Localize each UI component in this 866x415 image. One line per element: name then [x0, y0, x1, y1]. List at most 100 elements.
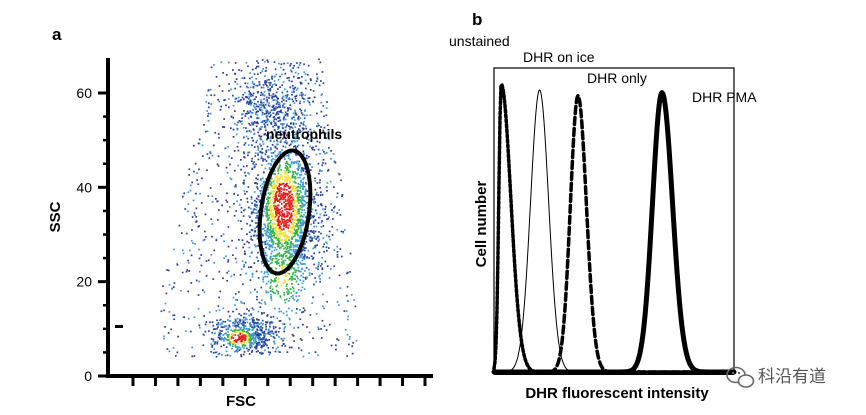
- scatter-point: [255, 216, 257, 219]
- scatter-point: [274, 173, 277, 176]
- scatter-point: [294, 71, 297, 74]
- scatter-point: [290, 221, 293, 224]
- scatter-point: [320, 110, 323, 113]
- scatter-point: [225, 74, 228, 76]
- scatter-point: [316, 140, 319, 143]
- scatter-point: [319, 274, 321, 277]
- scatter-point: [267, 291, 270, 294]
- scatter-point: [306, 276, 309, 279]
- scatter-point: [276, 140, 279, 143]
- scatter-point: [290, 196, 293, 198]
- scatter-point: [252, 211, 254, 214]
- scatter-point: [273, 170, 276, 172]
- scatter-point: [287, 98, 290, 101]
- scatter-point: [211, 195, 214, 197]
- scatter-point: [242, 321, 244, 324]
- scatter-point: [244, 344, 247, 347]
- scatter-point: [218, 352, 221, 355]
- scatter-point: [270, 237, 273, 240]
- scatter-point: [229, 177, 232, 180]
- scatter-point: [292, 244, 295, 247]
- scatter-point: [262, 215, 265, 217]
- scatter-point: [258, 129, 261, 131]
- scatter-point: [256, 212, 258, 214]
- scatter-point: [238, 69, 240, 71]
- scatter-point: [317, 328, 320, 330]
- scatter-point: [247, 340, 249, 342]
- scatter-point: [263, 337, 265, 339]
- scatter-point: [198, 225, 201, 227]
- scatter-point: [195, 216, 198, 218]
- scatter-point: [353, 299, 355, 301]
- scatter-point: [270, 299, 273, 301]
- scatter-point: [313, 252, 315, 255]
- scatter-point: [248, 241, 250, 244]
- scatter-point: [243, 250, 246, 253]
- scatter-point: [244, 142, 247, 144]
- scatter-point: [324, 211, 327, 214]
- scatter-point: [202, 239, 205, 242]
- scatter-point: [275, 276, 278, 279]
- scatter-point: [336, 229, 339, 231]
- scatter-point: [292, 250, 295, 253]
- scatter-point: [289, 243, 292, 245]
- scatter-point: [322, 225, 325, 227]
- scatter-point: [272, 243, 274, 246]
- scatter-point: [300, 200, 303, 203]
- scatter-point: [270, 148, 272, 150]
- scatter-point: [325, 107, 328, 109]
- scatter-point: [255, 113, 257, 115]
- scatter-point: [185, 270, 188, 273]
- scatter-point: [340, 230, 343, 233]
- scatter-point: [301, 256, 303, 259]
- scatter-point: [295, 280, 298, 283]
- scatter-point: [227, 226, 230, 228]
- scatter-point: [299, 226, 302, 229]
- scatter-point: [299, 224, 302, 227]
- scatter-point: [234, 87, 236, 90]
- scatter-point: [280, 211, 283, 214]
- scatter-point: [236, 329, 239, 332]
- scatter-point: [261, 327, 264, 329]
- scatter-point: [321, 193, 324, 196]
- scatter-point: [324, 260, 327, 263]
- scatter-point: [290, 69, 292, 72]
- scatter-point: [289, 216, 292, 219]
- scatter-point: [326, 234, 328, 237]
- scatter-point: [318, 216, 320, 219]
- scatter-point: [297, 200, 299, 202]
- scatter-point: [281, 196, 284, 198]
- scatter-point: [265, 81, 268, 84]
- scatter-point: [274, 246, 277, 249]
- scatter-point: [290, 126, 293, 129]
- scatter-point: [279, 235, 282, 238]
- scatter-point: [314, 82, 317, 85]
- scatter-point: [292, 185, 295, 187]
- scatter-point: [273, 182, 275, 185]
- scatter-point: [244, 322, 246, 324]
- scatter-point: [302, 152, 305, 155]
- scatter-point: [271, 330, 274, 333]
- scatter-point: [270, 297, 272, 299]
- scatter-point: [251, 202, 253, 205]
- scatter-point: [269, 201, 272, 203]
- scatter-point: [259, 338, 262, 341]
- scatter-point: [275, 194, 277, 196]
- scatter-point: [262, 241, 265, 244]
- scatter-point: [277, 211, 280, 214]
- scatter-point: [160, 310, 163, 313]
- scatter-point: [260, 302, 263, 305]
- scatter-point: [282, 182, 285, 185]
- scatter-point: [263, 330, 266, 333]
- scatter-point: [251, 318, 254, 321]
- scatter-point: [303, 256, 305, 258]
- scatter-point: [274, 242, 277, 245]
- scatter-point: [284, 129, 287, 132]
- scatter-point: [246, 96, 248, 99]
- scatter-point: [249, 100, 251, 103]
- scatter-point: [263, 171, 265, 174]
- scatter-point: [272, 336, 275, 338]
- scatter-point: [313, 225, 315, 228]
- scatter-point: [318, 181, 321, 184]
- scatter-point: [277, 245, 280, 248]
